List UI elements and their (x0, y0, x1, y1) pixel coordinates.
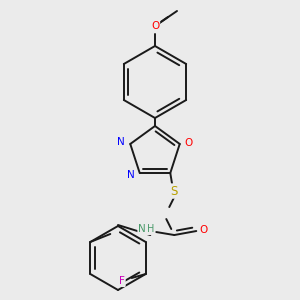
Text: O: O (199, 225, 207, 235)
Text: O: O (151, 21, 159, 31)
Text: N: N (117, 137, 125, 147)
Text: O: O (184, 138, 193, 148)
Text: S: S (171, 184, 178, 197)
Text: H: H (147, 224, 154, 234)
Text: F: F (119, 276, 125, 286)
Text: N: N (138, 224, 146, 234)
Text: N: N (127, 170, 135, 180)
